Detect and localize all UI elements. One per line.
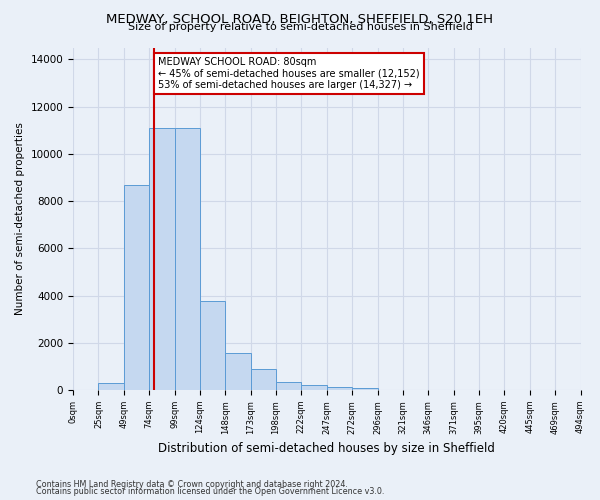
Text: Contains public sector information licensed under the Open Government Licence v3: Contains public sector information licen… xyxy=(36,488,385,496)
Bar xyxy=(225,354,251,390)
Text: MEDWAY SCHOOL ROAD: 80sqm
← 45% of semi-detached houses are smaller (12,152)
53%: MEDWAY SCHOOL ROAD: 80sqm ← 45% of semi-… xyxy=(158,57,419,90)
Bar xyxy=(200,302,225,390)
Y-axis label: Number of semi-detached properties: Number of semi-detached properties xyxy=(15,122,25,315)
Bar xyxy=(327,386,352,390)
Bar xyxy=(276,382,301,390)
Bar xyxy=(98,383,124,390)
Bar xyxy=(352,388,377,390)
Text: Size of property relative to semi-detached houses in Sheffield: Size of property relative to semi-detach… xyxy=(128,22,472,32)
Bar xyxy=(251,369,276,390)
Bar xyxy=(301,384,327,390)
Bar xyxy=(124,184,149,390)
Text: Contains HM Land Registry data © Crown copyright and database right 2024.: Contains HM Land Registry data © Crown c… xyxy=(36,480,348,489)
Bar xyxy=(149,128,175,390)
Text: MEDWAY, SCHOOL ROAD, BEIGHTON, SHEFFIELD, S20 1EH: MEDWAY, SCHOOL ROAD, BEIGHTON, SHEFFIELD… xyxy=(107,12,493,26)
X-axis label: Distribution of semi-detached houses by size in Sheffield: Distribution of semi-detached houses by … xyxy=(158,442,495,455)
Bar xyxy=(175,128,200,390)
